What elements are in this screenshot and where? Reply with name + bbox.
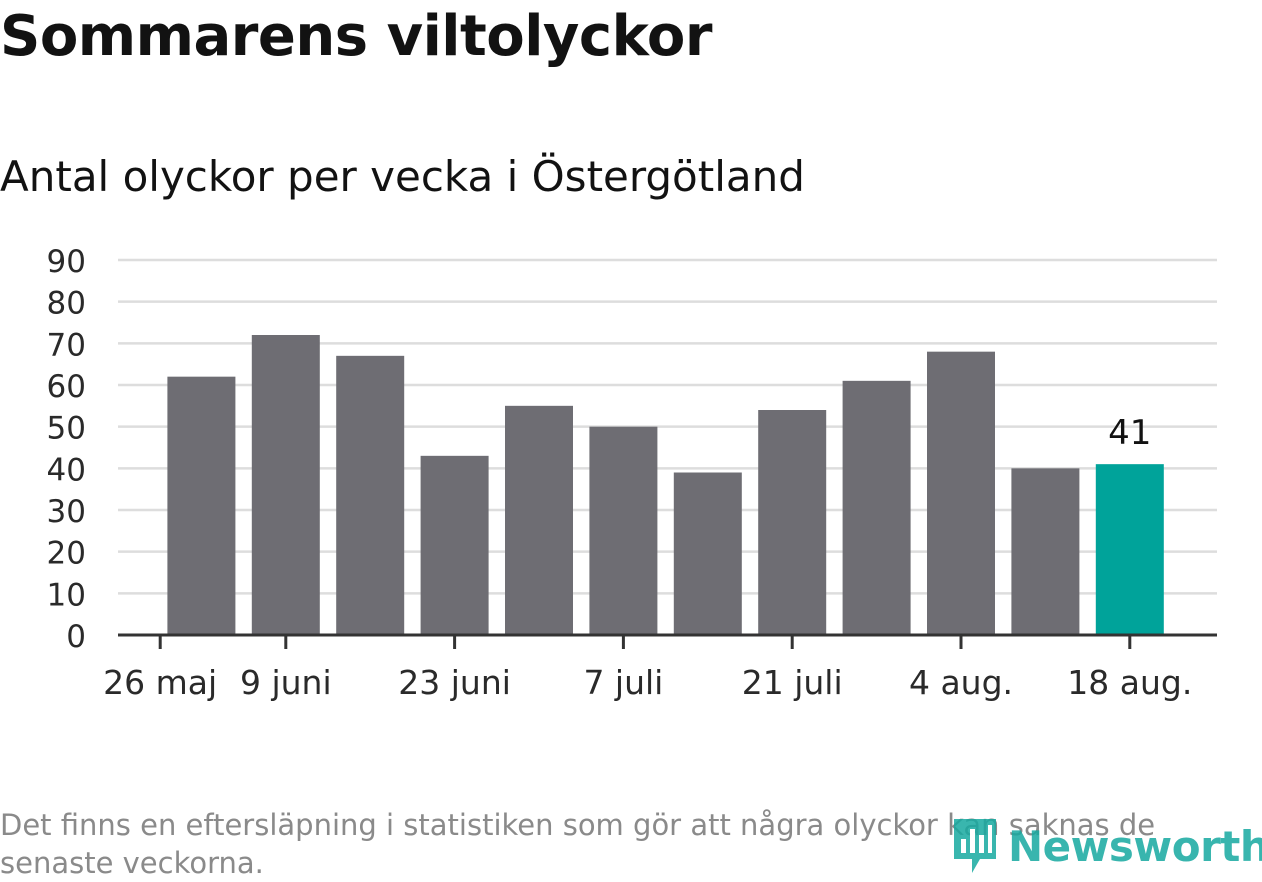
x-tick-label: 9 juni — [240, 663, 332, 702]
x-tick-label: 21 juli — [742, 663, 843, 702]
y-tick-label: 20 — [47, 536, 86, 572]
bar — [927, 351, 995, 635]
x-tick-label: 26 maj — [103, 663, 217, 702]
chart-subtitle: Antal olyckor per vecka i Östergötland — [0, 152, 805, 201]
x-tick-label: 4 aug. — [909, 663, 1013, 702]
bar — [842, 380, 911, 635]
newsworthy-logo: Newsworthy — [950, 815, 1262, 877]
bar — [336, 355, 405, 635]
x-tick-label: 23 juni — [398, 663, 511, 702]
y-tick-label: 30 — [47, 494, 86, 530]
bar — [167, 376, 236, 635]
bar — [589, 426, 658, 635]
bar — [1011, 468, 1080, 635]
y-tick-label: 0 — [66, 619, 86, 655]
bar — [505, 405, 573, 635]
y-tick-label: 10 — [47, 577, 86, 613]
bar — [251, 335, 320, 635]
y-tick-label: 90 — [47, 244, 86, 280]
newsworthy-logo-text: Newsworthy — [1008, 821, 1262, 871]
y-tick-label: 70 — [47, 327, 86, 363]
y-tick-label: 40 — [47, 452, 86, 488]
y-tick-label: 50 — [47, 411, 86, 447]
newsworthy-logo-icon — [954, 819, 996, 873]
bar — [420, 455, 489, 635]
chart-title: Sommarens viltolyckor — [0, 4, 712, 69]
bar — [1095, 464, 1164, 635]
x-tick-label: 18 aug. — [1067, 663, 1192, 702]
bar — [758, 410, 827, 635]
bar — [673, 472, 742, 635]
data-label: 41 — [1108, 413, 1151, 453]
y-tick-label: 60 — [47, 369, 86, 405]
x-tick-label: 7 juli — [583, 663, 663, 702]
y-tick-label: 80 — [47, 286, 86, 322]
